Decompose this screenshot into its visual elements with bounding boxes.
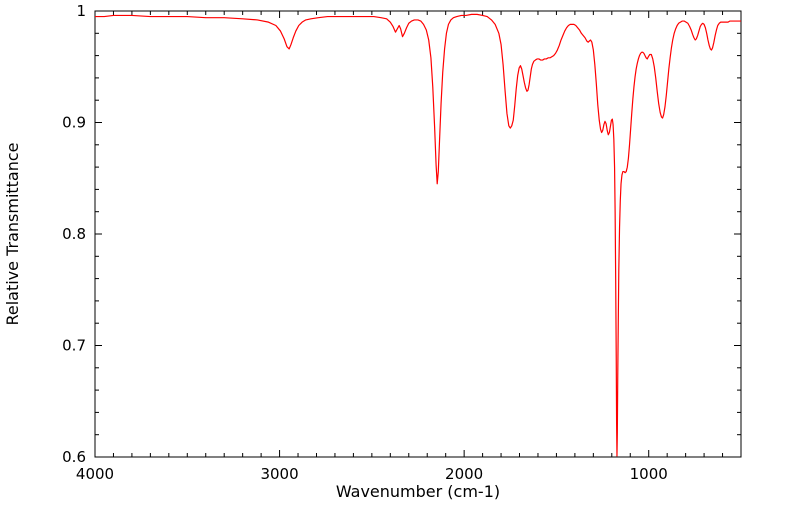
y-tick-label: 0.9 [62, 114, 86, 132]
y-tick-label: 0.6 [62, 448, 86, 466]
x-minor-ticks [112, 11, 724, 457]
x-major-ticks [94, 11, 650, 457]
x-tick-label: 2000 [445, 465, 483, 483]
x-axis-title: Wavenumber (cm-1) [336, 482, 500, 501]
y-tick-label: 0.8 [62, 225, 86, 243]
x-tick-label: 1000 [630, 465, 668, 483]
plot-border [94, 10, 742, 458]
x-tick-label: 4000 [76, 465, 114, 483]
y-major-ticks [95, 10, 741, 458]
y-tick-labels: 1 0.9 0.8 0.7 0.6 [62, 2, 86, 466]
y-tick-label: 1 [76, 2, 86, 20]
x-tick-label: 3000 [260, 465, 298, 483]
spectrum-line [95, 13, 741, 457]
x-tick-labels: 4000 3000 2000 1000 [76, 465, 668, 483]
y-minor-ticks [95, 32, 741, 436]
y-tick-label: 0.7 [62, 337, 86, 355]
y-axis-title: Relative Transmittance [3, 142, 22, 325]
